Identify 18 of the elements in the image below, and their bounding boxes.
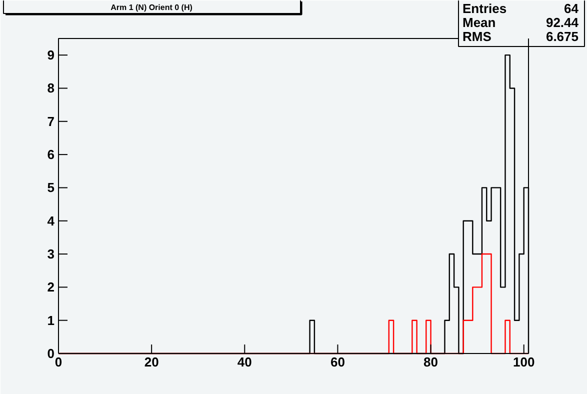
text: RMS 6.675 [462, 29, 579, 44]
y-tick-label: 3 [47, 246, 55, 262]
y-tick-label: 9 [47, 48, 55, 63]
y-tick-label: 1 [47, 312, 55, 328]
x-tick-label: 20 [144, 354, 159, 370]
text: Mean 92.44 [462, 15, 579, 30]
x-tick-label: 60 [330, 354, 345, 370]
x-tick-label: 40 [237, 354, 252, 370]
y-tick-label: 5 [47, 180, 55, 196]
y-tick-label: 6 [47, 147, 55, 162]
x-tick-label: 100 [513, 354, 535, 370]
y-tick-label: 2 [47, 280, 55, 295]
y-tick-label: 8 [47, 80, 55, 96]
x-tick-label: 80 [424, 354, 438, 370]
text: Entries 64 [462, 1, 579, 16]
y-tick-label: 4 [47, 213, 56, 228]
chart-title: Arm 1 (N) Orient 0 (H) [110, 3, 193, 12]
y-tick-label: 7 [47, 114, 55, 129]
